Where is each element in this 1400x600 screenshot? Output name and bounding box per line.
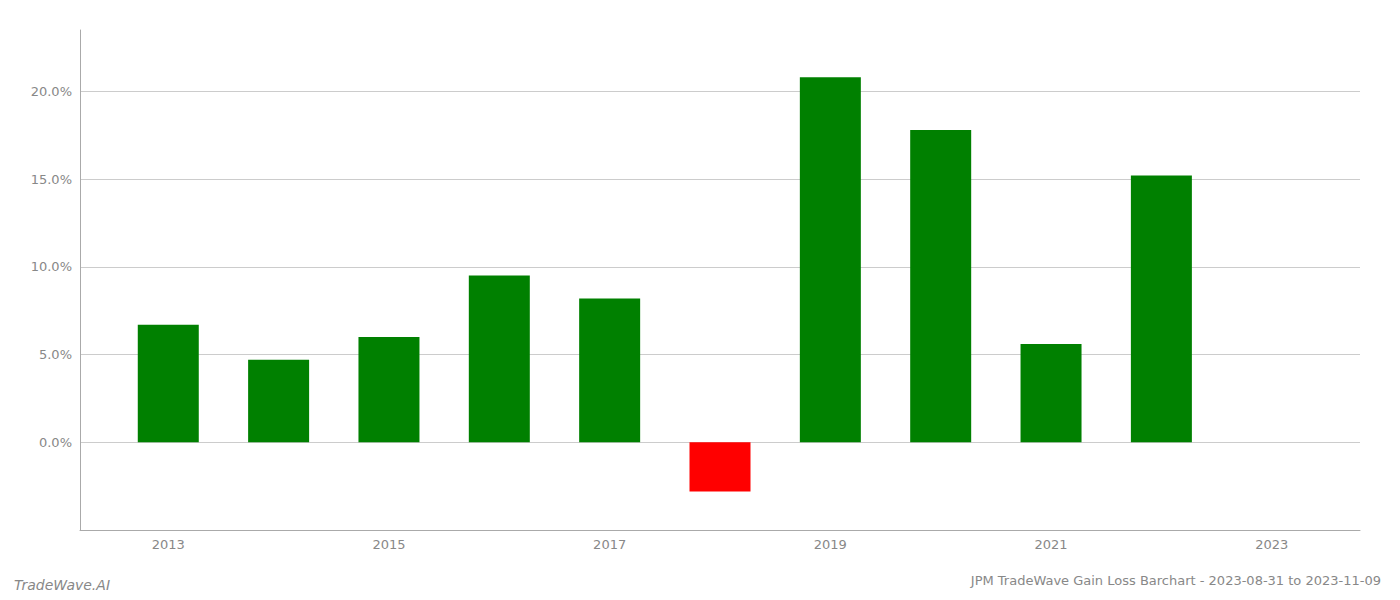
- svg-text:2023: 2023: [1255, 537, 1288, 552]
- svg-text:2013: 2013: [152, 537, 185, 552]
- svg-text:2015: 2015: [372, 537, 405, 552]
- svg-text:2017: 2017: [593, 537, 626, 552]
- svg-text:5.0%: 5.0%: [39, 347, 72, 362]
- svg-text:0.0%: 0.0%: [39, 435, 72, 450]
- svg-text:JPM TradeWave Gain Loss Barcha: JPM TradeWave Gain Loss Barchart - 2023-…: [970, 573, 1381, 588]
- svg-text:15.0%: 15.0%: [31, 172, 72, 187]
- svg-text:2019: 2019: [814, 537, 847, 552]
- svg-text:10.0%: 10.0%: [31, 259, 72, 274]
- svg-text:20.0%: 20.0%: [31, 84, 72, 99]
- svg-text:TradeWave.AI: TradeWave.AI: [14, 577, 110, 593]
- svg-text:2021: 2021: [1034, 537, 1067, 552]
